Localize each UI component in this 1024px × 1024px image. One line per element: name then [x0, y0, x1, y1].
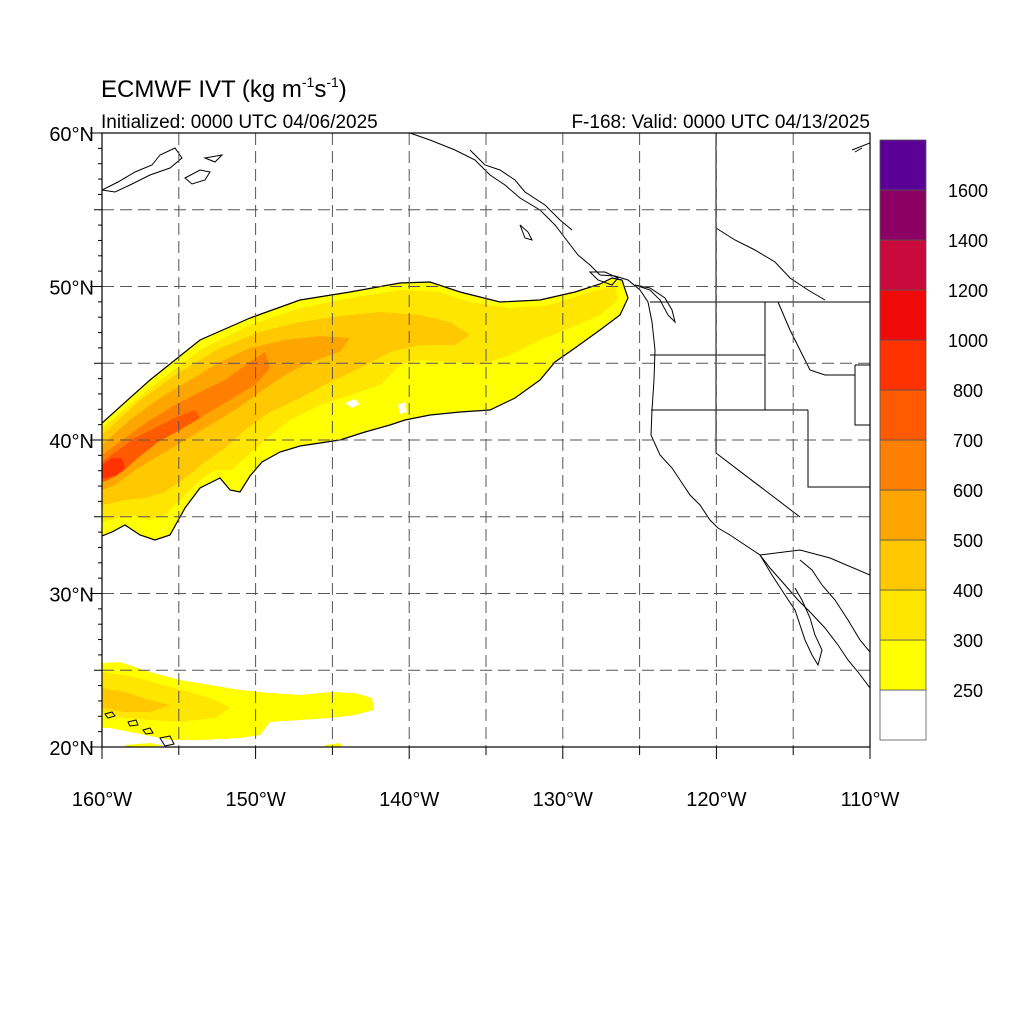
ivt-subtropical-250 [102, 662, 374, 747]
colorbar-label: 700 [953, 431, 983, 451]
colorbar-label: 400 [953, 581, 983, 601]
ivt-band-800 [102, 458, 125, 478]
colorbar-swatch [879, 439, 927, 491]
colorbar-swatch [879, 289, 927, 341]
lon-label: 150°W [225, 789, 285, 811]
colorbar-label: 1600 [948, 181, 988, 201]
borders [650, 133, 870, 576]
colorbar-label: 500 [953, 531, 983, 551]
colorbar-swatch [879, 139, 927, 191]
colorbar-swatch [879, 239, 927, 291]
ivt-shading [102, 278, 628, 747]
init-time-label: Initialized: 0000 UTC 04/06/2025 [101, 112, 378, 133]
lon-label: 110°W [841, 789, 900, 811]
colorbar-label: 600 [953, 481, 983, 501]
lat-label: 60°N [49, 124, 94, 146]
colorbar-label: 300 [953, 631, 983, 651]
lon-label: 160°W [72, 789, 132, 811]
ivt-subtropical-400 [102, 688, 170, 712]
ivt-band-700 [102, 410, 200, 482]
lat-label: 20°N [49, 738, 94, 760]
colorbar-label: 250 [953, 681, 983, 701]
longitude-labels: 160°W 150°W 140°W 130°W 120°W 110°W [72, 789, 900, 811]
colorbar-label: 1000 [948, 331, 988, 351]
lon-label: 120°W [686, 789, 746, 811]
colorbar-label: 800 [953, 381, 983, 401]
colorbar-swatch [879, 489, 927, 541]
ivt-band-500 [102, 336, 350, 490]
colorbar-label: 1200 [948, 281, 988, 301]
ivt-band-400 [102, 312, 470, 505]
coastlines [102, 133, 870, 689]
hawaii-islands [104, 711, 175, 747]
ivt-gap [345, 399, 407, 414]
colorbar-swatch [879, 689, 927, 741]
colorbar-swatch [879, 389, 927, 441]
axis-ticks [90, 132, 871, 759]
map-area [102, 133, 870, 747]
colorbar-swatch [879, 589, 927, 641]
colorbar-swatch [879, 189, 927, 241]
lon-label: 130°W [533, 789, 593, 811]
colorbar-swatch [879, 639, 927, 691]
lon-label: 140°W [379, 789, 439, 811]
lat-lon-grid [102, 133, 870, 747]
colorbar-label: 1400 [948, 231, 988, 251]
lat-label: 40°N [49, 431, 94, 453]
colorbar: 250 300 400 500 600 700 800 1000 1200 1400 1600 [879, 139, 988, 741]
ivt-outline [102, 277, 629, 541]
colorbar-swatch [879, 539, 927, 591]
latitude-labels: 60°N 50°N 40°N 30°N 20°N [49, 124, 94, 760]
map-title: ECMWF IVT (kg m-1s-1) [101, 74, 347, 103]
lat-label: 30°N [49, 585, 94, 607]
colorbar-swatch [879, 339, 927, 391]
valid-time-label: F-168: Valid: 0000 UTC 04/13/2025 [571, 112, 870, 133]
lat-label: 50°N [49, 278, 94, 300]
